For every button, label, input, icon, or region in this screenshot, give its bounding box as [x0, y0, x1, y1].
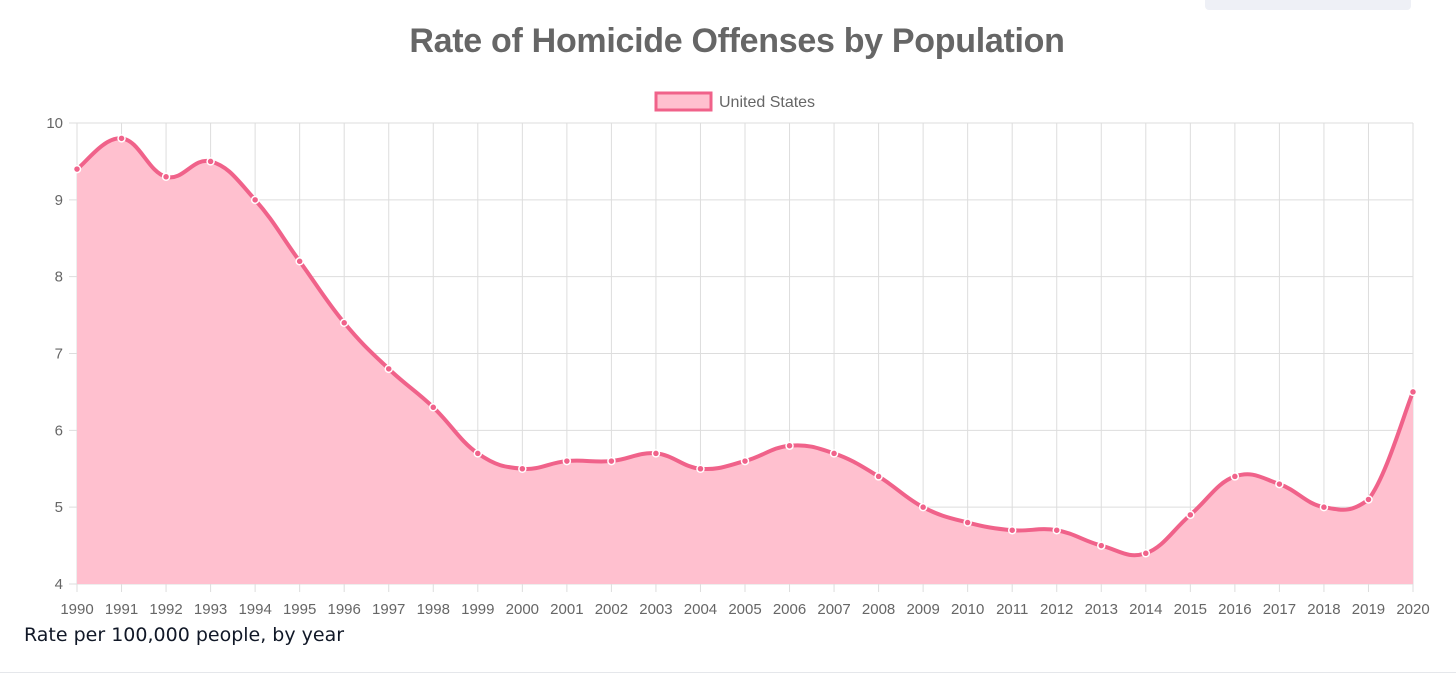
x-tick-label: 2014 [1129, 601, 1162, 618]
divider [0, 672, 1456, 673]
x-tick-label: 1994 [238, 601, 271, 618]
x-tick-label: 1995 [283, 601, 316, 618]
x-tick-label: 1992 [149, 601, 182, 618]
data-point-2005[interactable] [740, 456, 750, 466]
x-tick-label: 2009 [906, 601, 939, 618]
chart-title: Rate of Homicide Offenses by Population [409, 22, 1065, 60]
x-tick-label: 2006 [773, 601, 806, 618]
data-point-2010[interactable] [963, 518, 972, 527]
x-tick-label: 1991 [105, 601, 138, 618]
data-point-2011[interactable] [1007, 525, 1017, 535]
y-tick-label: 10 [46, 115, 63, 132]
data-point-1998[interactable] [429, 403, 438, 412]
data-point-1996[interactable] [339, 318, 349, 328]
x-tick-label: 2012 [1040, 601, 1073, 618]
data-point-2008[interactable] [874, 472, 883, 481]
series-area [77, 138, 1413, 584]
data-point-1999[interactable] [473, 449, 483, 458]
legend[interactable]: United States [654, 91, 815, 112]
data-point-2014[interactable] [1141, 549, 1151, 558]
x-tick-label: 2018 [1307, 601, 1340, 618]
data-point-2020[interactable] [1408, 387, 1418, 397]
data-point-2007[interactable] [829, 449, 839, 458]
data-point-2012[interactable] [1052, 525, 1061, 535]
data-point-2015[interactable] [1186, 510, 1195, 520]
x-tick-label: 2001 [550, 601, 583, 618]
data-point-2002[interactable] [607, 456, 616, 466]
data-point-2018[interactable] [1319, 502, 1329, 512]
data-point-2013[interactable] [1097, 541, 1106, 550]
data-point-2016[interactable] [1230, 472, 1240, 481]
data-point-2000[interactable] [518, 464, 527, 473]
chart-caption: Rate per 100,000 people, by year [24, 624, 345, 646]
x-tick-label: 2004 [684, 601, 717, 618]
x-tick-label: 2020 [1396, 601, 1429, 618]
x-tick-label: 1996 [328, 601, 361, 618]
data-point-2019[interactable] [1364, 495, 1373, 504]
data-point-1997[interactable] [384, 364, 393, 374]
data-point-2004[interactable] [696, 464, 705, 473]
y-tick-label: 5 [55, 499, 63, 516]
data-point-1993[interactable] [206, 157, 215, 166]
data-points [72, 134, 1418, 558]
y-tick-label: 9 [55, 192, 63, 209]
data-point-2003[interactable] [651, 449, 661, 458]
data-point-1992[interactable] [161, 172, 171, 182]
x-tick-label: 1997 [372, 601, 405, 618]
x-tick-label: 2008 [862, 601, 895, 618]
x-tick-label: 1999 [461, 601, 494, 618]
y-axis-ticks: 4 5 6 7 8 9 10 [46, 115, 63, 593]
x-tick-label: 2016 [1218, 601, 1251, 618]
y-tick-label: 8 [55, 269, 63, 286]
x-tick-label: 2002 [595, 601, 628, 618]
x-tick-label: 1993 [194, 601, 227, 618]
x-tick-label: 2013 [1085, 601, 1118, 618]
y-tick-label: 4 [55, 576, 63, 593]
data-point-1995[interactable] [295, 257, 304, 266]
x-tick-label: 2007 [817, 601, 850, 618]
legend-swatch[interactable] [654, 91, 713, 112]
y-tick-label: 7 [55, 346, 63, 363]
data-point-2017[interactable] [1275, 479, 1284, 489]
x-tick-label: 2005 [728, 601, 761, 618]
data-point-2009[interactable] [918, 502, 928, 512]
data-point-1990[interactable] [72, 164, 82, 174]
data-point-2006[interactable] [785, 441, 794, 450]
x-tick-label: 1998 [417, 601, 450, 618]
x-tick-label: 1990 [60, 601, 93, 618]
legend-label[interactable]: United States [719, 94, 815, 111]
x-tick-label: 2010 [951, 601, 984, 618]
x-tick-label: 2000 [506, 601, 539, 618]
x-tick-label: 2011 [996, 601, 1028, 618]
x-tick-label: 2015 [1174, 601, 1207, 618]
x-tick-label: 2019 [1352, 601, 1385, 618]
top-panel-edge [1205, 0, 1411, 10]
x-axis-ticks: 1990 1991 1992 1993 1994 1995 1996 1997 1998 1999… [60, 601, 1429, 618]
y-tick-label: 6 [55, 422, 63, 439]
series-area-fill [77, 138, 1413, 584]
x-tick-label: 2003 [639, 601, 672, 618]
data-point-1991[interactable] [117, 134, 126, 143]
x-tick-label: 2017 [1263, 601, 1296, 618]
data-point-2001[interactable] [562, 456, 572, 466]
data-point-1994[interactable] [250, 195, 260, 205]
